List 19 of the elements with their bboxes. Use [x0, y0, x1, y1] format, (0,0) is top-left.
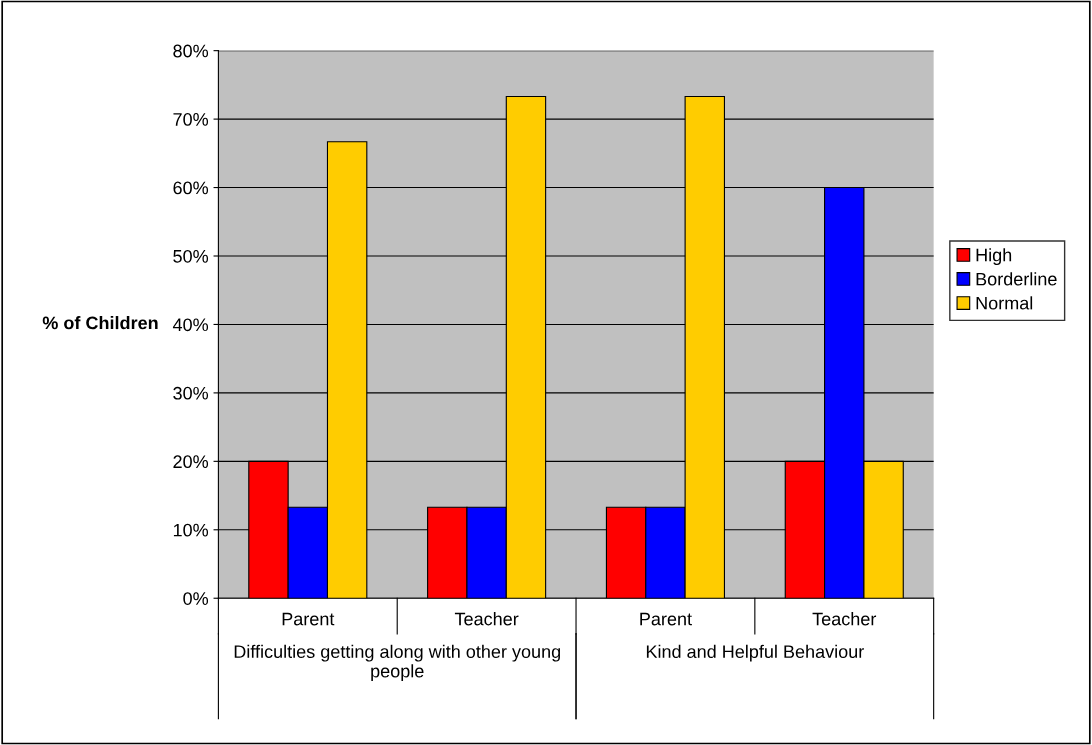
- legend-label: Borderline: [976, 272, 1057, 286]
- y-tick-label: 20%: [173, 455, 209, 469]
- text: Difficulties getting along with other young people: [234, 644, 560, 682]
- y-tick-label: 70%: [173, 113, 209, 126]
- y-axis-title: % of Children: [42, 316, 158, 330]
- y-tick-label: 50%: [173, 249, 209, 263]
- text: Kind and Helpful Behaviour: [646, 644, 864, 662]
- y-tick-label: 0%: [183, 592, 209, 605]
- y-tick-label: 60%: [173, 181, 209, 195]
- y-tick-label: 80%: [173, 44, 209, 58]
- x-tick-label: Parent: [640, 612, 692, 626]
- x-tick-label: Parent: [282, 612, 335, 626]
- legend-label: High: [976, 248, 1012, 265]
- y-tick-label: 30%: [173, 386, 209, 400]
- x-tick-label: Teacher: [812, 612, 877, 626]
- y-tick-label: 40%: [172, 318, 209, 332]
- x-tick-label: Teacher: [454, 612, 519, 626]
- y-tick-label: 10%: [173, 523, 209, 537]
- legend-label: Normal: [976, 296, 1033, 310]
